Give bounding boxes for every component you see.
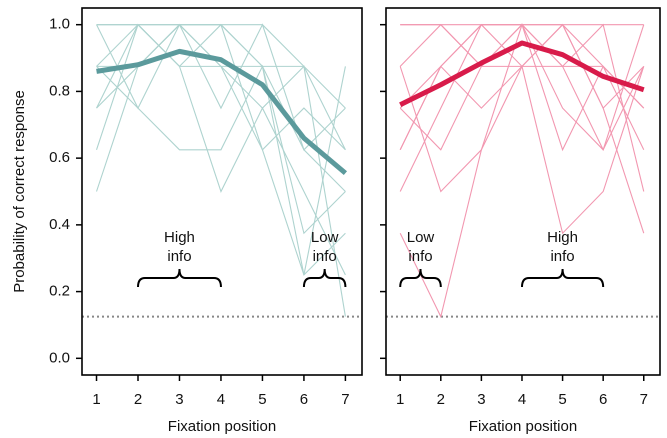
x-tick-label: 2: [134, 391, 142, 408]
x-tick-label: 5: [558, 391, 566, 408]
y-tick-label: 0.6: [49, 149, 70, 166]
annotation-text: info: [408, 248, 432, 265]
x-tick-label: 1: [396, 391, 404, 408]
y-axis-label: Probability of correct response: [11, 90, 28, 293]
x-tick-label: 4: [518, 391, 526, 408]
x-tick-label: 4: [217, 391, 225, 408]
axes-frame: [81, 7, 363, 376]
x-tick-label: 6: [599, 391, 607, 408]
x-tick-label: 6: [300, 391, 308, 408]
annotation-text: info: [313, 248, 337, 265]
x-tick-label: 3: [477, 391, 485, 408]
brace: [302, 268, 347, 288]
subject-line: [399, 23, 645, 151]
subject-line: [96, 64, 346, 276]
x-tick-label: 1: [92, 391, 100, 408]
x-tick-label: 7: [640, 391, 648, 408]
x-tick-label: 2: [437, 391, 445, 408]
annotation-text: High: [547, 229, 578, 246]
x-axis-label: Fixation position: [168, 418, 276, 435]
y-tick-label: 0.8: [49, 82, 70, 99]
x-tick-label: 3: [175, 391, 183, 408]
subject-line: [96, 24, 346, 151]
y-tick-label: 1.0: [49, 16, 70, 33]
axes-frame: [385, 7, 661, 376]
brace: [137, 268, 222, 288]
mean-line: [399, 40, 645, 107]
plot-area: [386, 8, 660, 375]
annotation-text: Low: [407, 229, 435, 246]
annotation-text: Low: [311, 229, 339, 246]
annotation-text: info: [167, 248, 191, 265]
brace: [399, 268, 442, 288]
annotation-text: info: [550, 248, 574, 265]
y-tick-label: 0.4: [49, 216, 70, 233]
x-tick-label: 7: [341, 391, 349, 408]
annotation-text: High: [164, 229, 195, 246]
mean-line: [96, 48, 348, 176]
brace: [520, 268, 605, 288]
subject-line: [400, 24, 645, 234]
y-tick-label: 0.2: [49, 283, 70, 300]
y-tick-label: 0.0: [49, 349, 70, 366]
x-axis-label: Fixation position: [469, 418, 577, 435]
x-tick-label: 5: [258, 391, 266, 408]
